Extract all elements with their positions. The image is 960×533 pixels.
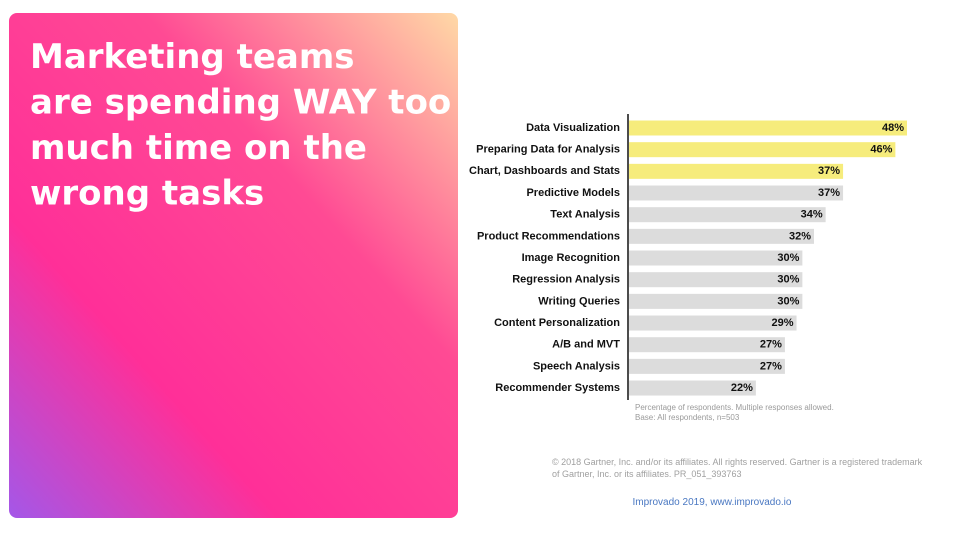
category-label: Text Analysis	[550, 209, 620, 221]
bar	[629, 228, 814, 244]
category-label: Recommender Systems	[495, 382, 620, 394]
bar	[629, 185, 844, 201]
category-label: Image Recognition	[522, 252, 621, 264]
value-label: 30%	[777, 295, 799, 307]
value-label: 29%	[772, 317, 794, 329]
category-label: Preparing Data for Analysis	[476, 144, 620, 156]
bar	[629, 207, 826, 223]
value-label: 32%	[789, 230, 811, 242]
headline-line: wrong tasks	[30, 174, 264, 214]
hero-card	[9, 13, 458, 518]
category-label: A/B and MVT	[552, 339, 620, 351]
value-label: 22%	[731, 382, 753, 394]
footer: Improvado 2019, www.improvado.io	[633, 497, 792, 508]
value-label: 30%	[777, 274, 799, 286]
bar	[629, 337, 785, 353]
category-label: Predictive Models	[526, 187, 620, 199]
bar	[629, 293, 803, 309]
bar	[629, 120, 907, 136]
category-label: Chart, Dashboards and Stats	[469, 165, 620, 177]
bar	[629, 358, 785, 374]
category-label: Data Visualization	[526, 122, 620, 134]
headline: Marketing teams are spending WAY too much …	[30, 37, 451, 214]
bar	[629, 142, 896, 158]
value-label: 48%	[882, 122, 904, 134]
category-label: Product Recommendations	[477, 230, 620, 242]
bar	[629, 380, 756, 396]
value-label: 30%	[777, 252, 799, 264]
copyright: of Gartner, Inc. or its affiliates. PR_0…	[552, 469, 741, 479]
value-label: 37%	[818, 187, 840, 199]
category-label: Regression Analysis	[512, 274, 620, 286]
headline-line: Marketing teams	[30, 37, 355, 77]
value-label: 27%	[760, 339, 782, 351]
category-label: Speech Analysis	[533, 360, 620, 372]
headline-line: much time on the	[30, 128, 367, 168]
bar	[629, 272, 803, 288]
chart-note: Percentage of respondents. Multiple resp…	[635, 403, 834, 412]
chart-note: Base: All respondents, n=503	[635, 413, 740, 422]
value-label: 34%	[801, 209, 823, 221]
value-label: 46%	[870, 144, 892, 156]
copyright: © 2018 Gartner, Inc. and/or its affiliat…	[552, 457, 923, 467]
value-label: 37%	[818, 165, 840, 177]
bar	[629, 163, 844, 179]
bar	[629, 250, 803, 266]
bar-chart: Data Visualization 48% Preparing Data for …	[469, 114, 907, 400]
bar	[629, 315, 797, 331]
headline-line: are spending WAY too	[30, 83, 451, 123]
category-label: Content Personalization	[494, 317, 620, 329]
category-label: Writing Queries	[538, 295, 620, 307]
value-label: 27%	[760, 360, 782, 372]
